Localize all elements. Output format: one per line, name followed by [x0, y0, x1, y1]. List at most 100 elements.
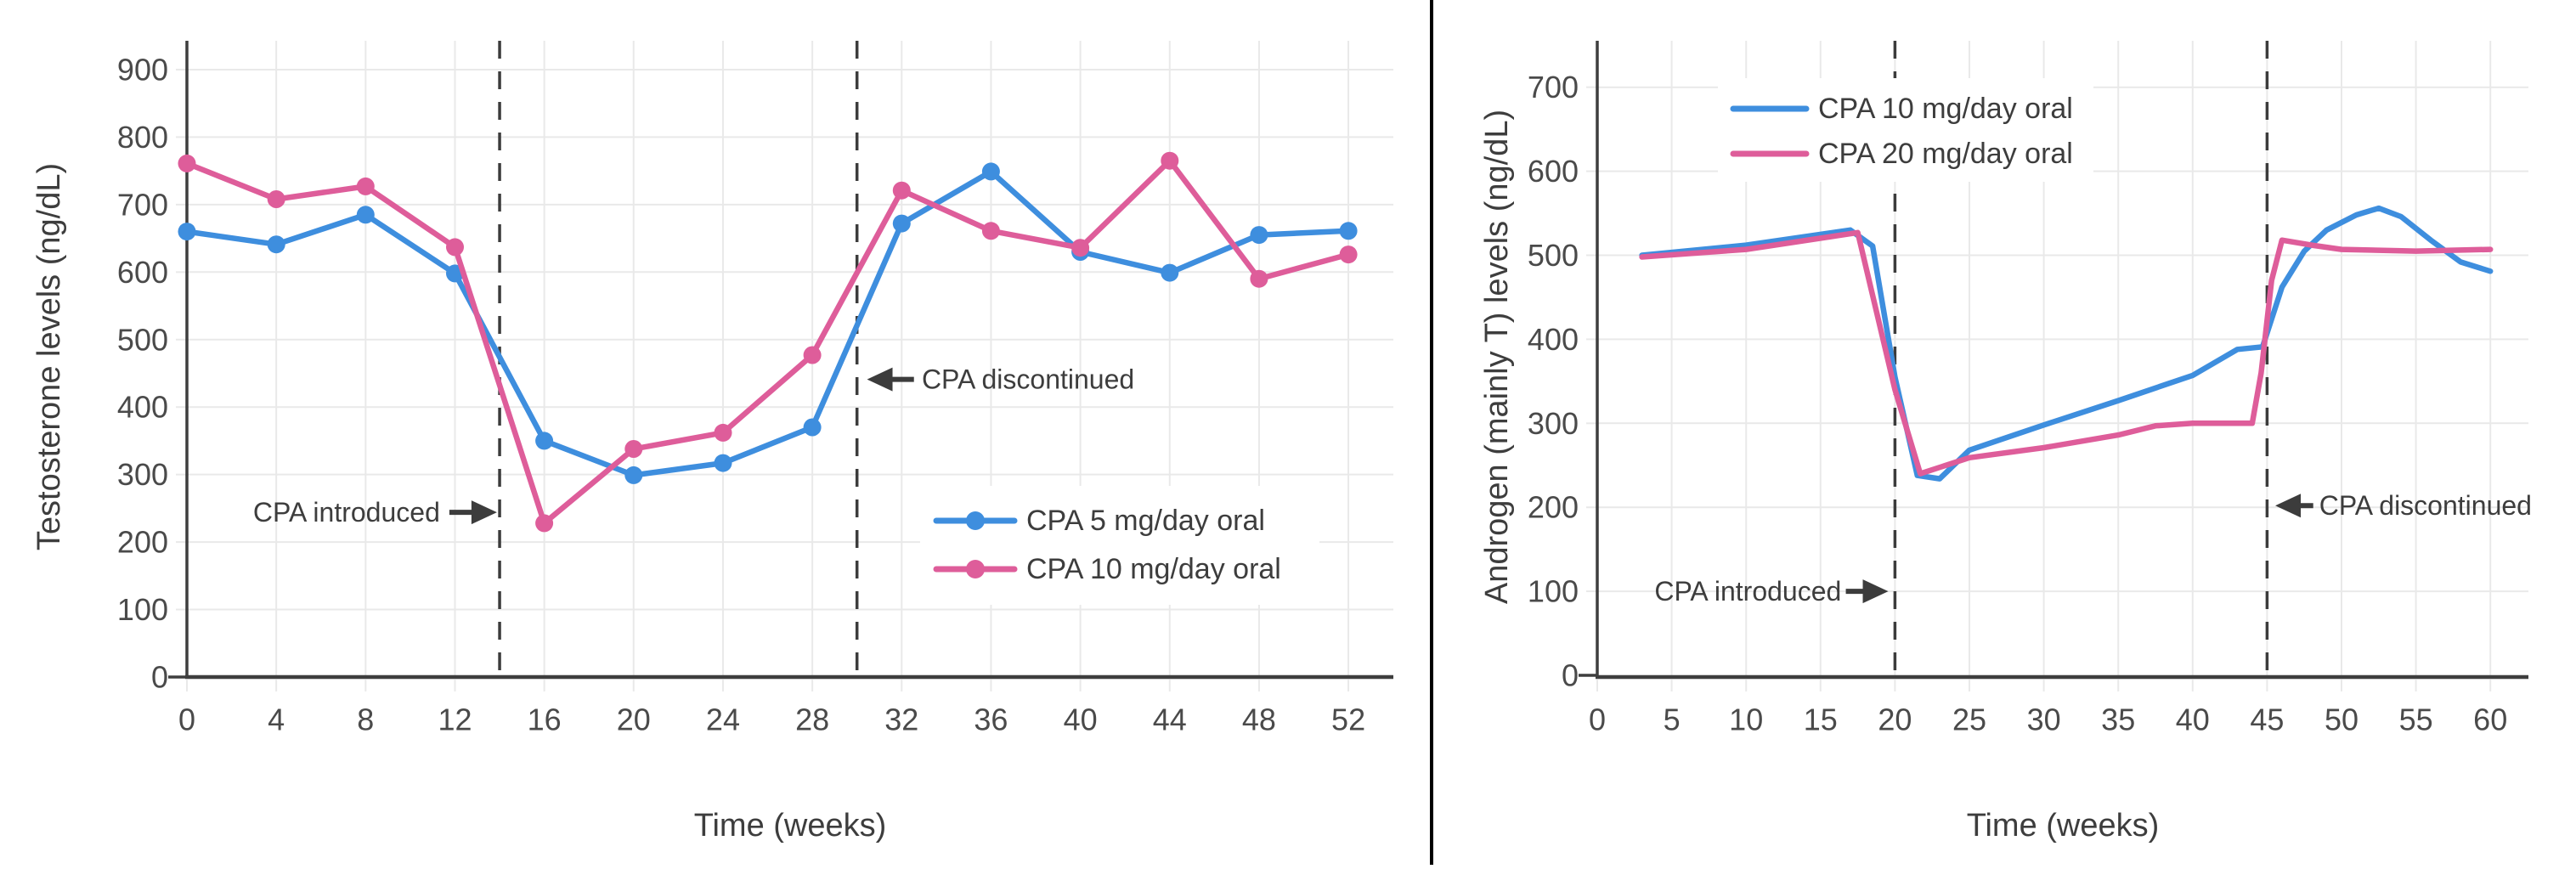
data-point-marker — [535, 432, 554, 450]
data-point-marker — [1071, 239, 1090, 257]
series-line — [1639, 229, 2494, 477]
y-tick-label: 600 — [1528, 154, 1579, 189]
y-tick-label: 400 — [1528, 322, 1579, 357]
legend-label: CPA 5 mg/day oral — [1026, 505, 1265, 537]
legend: CPA 5 mg/day oral CPA 10 mg/day oral — [920, 486, 1319, 605]
y-tick-label: 100 — [1528, 574, 1579, 609]
y-tick-label: 300 — [1528, 406, 1579, 441]
x-tick-label: 24 — [706, 703, 740, 737]
series-cpa-10-mg-day-oral — [178, 151, 1358, 533]
annotation-label: CPA discontinued — [2319, 490, 2532, 521]
legend-label: CPA 10 mg/day oral — [1026, 553, 1281, 585]
data-point-marker — [178, 223, 196, 241]
data-point-marker — [535, 514, 554, 533]
x-tick-label: 10 — [1729, 703, 1763, 737]
data-point-marker — [803, 346, 822, 364]
x-tick-label: 36 — [974, 703, 1008, 737]
annotation-cpa-discontinued: CPA discontinued — [2275, 490, 2532, 521]
x-tick-label: 35 — [2101, 703, 2135, 737]
data-point-marker — [1250, 269, 1268, 288]
y-tick-label: 300 — [117, 457, 168, 492]
series-cpa-10-mg-day-oral — [1639, 205, 2494, 482]
gridlines — [176, 41, 1393, 691]
x-tick-label: 8 — [357, 703, 374, 737]
x-tick-label: 20 — [1878, 703, 1912, 737]
legend-background — [920, 486, 1319, 605]
x-tick-label: 30 — [2027, 703, 2061, 737]
annotation-label: CPA introduced — [253, 497, 440, 528]
y-tick-label: 700 — [1528, 70, 1579, 104]
annotation-label: CPA discontinued — [922, 364, 1134, 395]
right-arrowhead-icon — [1862, 579, 1889, 604]
x-tick-label: 0 — [1589, 703, 1606, 737]
y-axis-title: Testosterone levels (ng/dL) — [31, 163, 67, 550]
y-tick-label: 900 — [117, 52, 168, 87]
annotation-cpa-introduced: CPA introduced — [253, 497, 497, 528]
data-point-marker — [1161, 263, 1179, 282]
x-tick-label: 20 — [617, 703, 651, 737]
y-tick-label: 600 — [117, 255, 168, 290]
data-point-marker — [356, 177, 375, 195]
left-chart: CPA 5 mg/day oral CPA 10 mg/day oral CPA i… — [31, 41, 1393, 844]
y-tick-label: 400 — [117, 390, 168, 425]
series-cpa-20-mg-day-oral — [1639, 229, 2494, 477]
y-tick-label: 200 — [117, 525, 168, 560]
legend-background — [1718, 78, 2093, 182]
x-tick-label: 4 — [268, 703, 285, 737]
annotation-label: CPA introduced — [1654, 576, 1841, 607]
x-tick-label: 32 — [884, 703, 918, 737]
x-tick-label: 12 — [438, 703, 472, 737]
x-tick-label: 40 — [1064, 703, 1098, 737]
data-point-marker — [803, 418, 822, 437]
x-tick-label: 45 — [2250, 703, 2284, 737]
x-tick-label: 60 — [2473, 703, 2507, 737]
x-tick-label: 25 — [1952, 703, 1986, 737]
annotation-cpa-introduced: CPA introduced — [1654, 576, 1889, 607]
x-tick-label: 44 — [1153, 703, 1187, 737]
y-tick-label: 100 — [117, 592, 168, 627]
x-tick-label: 50 — [2325, 703, 2359, 737]
data-point-marker — [1339, 245, 1358, 264]
legend: CPA 10 mg/day oral CPA 20 mg/day oral — [1718, 78, 2093, 182]
y-tick-label: 0 — [1562, 658, 1579, 693]
data-point-marker — [178, 154, 196, 172]
left-arrowhead-icon — [2275, 494, 2302, 518]
data-point-marker — [1161, 151, 1179, 170]
x-tick-label: 55 — [2399, 703, 2433, 737]
data-point-marker — [981, 222, 1000, 240]
right-arrowhead-icon — [471, 500, 497, 525]
x-tick-label: 5 — [1664, 703, 1681, 737]
series-cpa-5-mg-day-oral — [178, 162, 1358, 484]
data-point-marker — [714, 423, 732, 442]
x-tick-label: 0 — [178, 703, 195, 737]
series-line — [184, 157, 1352, 527]
data-point-marker — [267, 190, 285, 208]
x-tick-label: 28 — [795, 703, 829, 737]
annotation-cpa-discontinued: CPA discontinued — [867, 364, 1134, 395]
y-tick-label: 500 — [1528, 238, 1579, 273]
data-point-marker — [1250, 226, 1268, 245]
x-axis-title: Time (weeks) — [1967, 808, 2160, 844]
y-tick-label: 200 — [1528, 490, 1579, 525]
y-tick-label: 800 — [117, 120, 168, 155]
series-line — [1639, 205, 2494, 482]
legend-swatch-marker — [966, 511, 985, 530]
data-point-marker — [446, 238, 464, 257]
x-tick-label: 48 — [1242, 703, 1276, 737]
data-point-marker — [892, 181, 911, 200]
data-point-marker — [356, 206, 375, 224]
legend-swatch-marker — [966, 560, 985, 578]
data-point-marker — [624, 440, 643, 458]
legend-label: CPA 10 mg/day oral — [1818, 93, 2073, 125]
y-tick-label: 700 — [117, 187, 168, 222]
y-tick-label: 0 — [151, 660, 168, 695]
data-point-marker — [892, 214, 911, 233]
x-tick-label: 40 — [2176, 703, 2210, 737]
x-tick-label: 15 — [1804, 703, 1838, 737]
data-point-marker — [624, 466, 643, 484]
y-tick-label: 500 — [117, 322, 168, 357]
x-tick-label: 52 — [1331, 703, 1365, 737]
legend-label: CPA 20 mg/day oral — [1818, 138, 2073, 170]
